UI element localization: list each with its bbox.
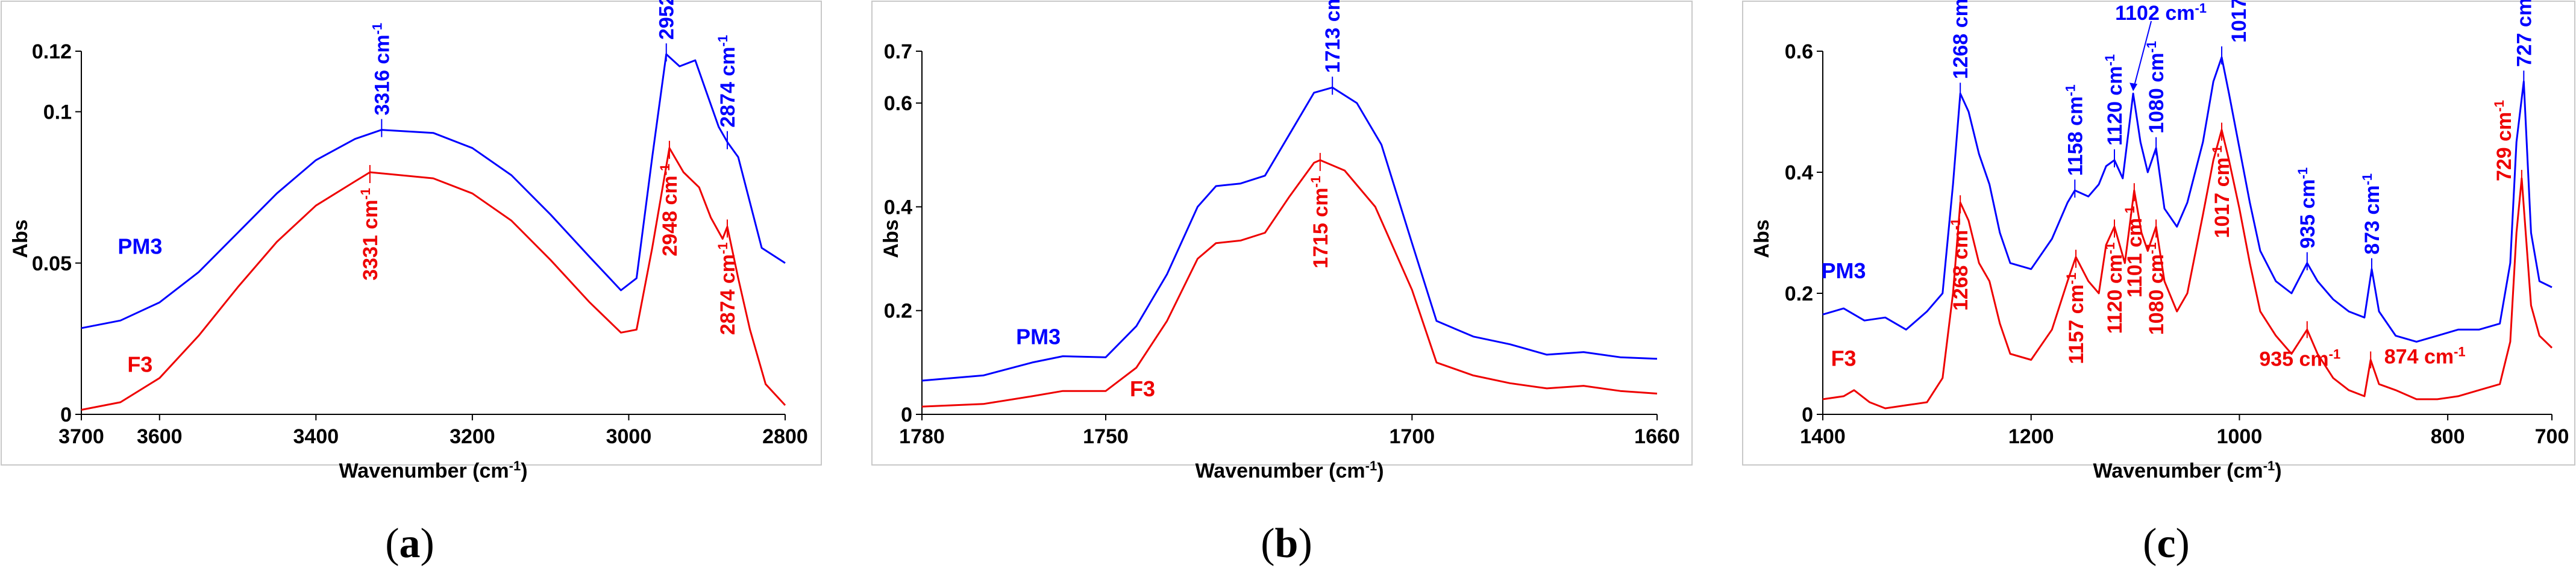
peak-annotation: 1017 cm-1 bbox=[2227, 0, 2251, 43]
y-axis-title: Abs bbox=[9, 219, 32, 258]
y-tick-label: 0 bbox=[1802, 404, 1813, 426]
x-tick-label: 700 bbox=[2535, 425, 2569, 448]
y-tick-label: 0.2 bbox=[884, 300, 912, 323]
panel-frame bbox=[1742, 1, 2575, 466]
peak-annotation: 1080 cm-1 bbox=[2144, 242, 2169, 335]
x-tick-label: 3700 bbox=[58, 425, 104, 448]
x-tick-label: 3600 bbox=[137, 425, 183, 448]
panel-label: (a) bbox=[385, 520, 434, 567]
peak-annotation: 1080 cm-1 bbox=[2144, 41, 2169, 134]
panel-1: 3700 3600 3400 3200 3000 2800 0 0.05 0.1 0.12 Wave… bbox=[1, 0, 822, 567]
series-line-pm3 bbox=[921, 86, 1658, 382]
x-tick-label: 800 bbox=[2431, 425, 2465, 448]
series-label-f3: F3 bbox=[1831, 346, 1857, 371]
x-tick-label: 1200 bbox=[2008, 425, 2054, 448]
peak-annotation: 1102 cm-1 bbox=[2115, 1, 2207, 25]
x-tick-label: 1780 bbox=[899, 425, 945, 448]
series-line-pm3 bbox=[81, 53, 786, 329]
x-tick-label: 3400 bbox=[293, 425, 339, 448]
series-line-pm3 bbox=[1822, 56, 2552, 343]
y-tick-label: 0 bbox=[901, 404, 912, 426]
peak-annotation: 873 cm-1 bbox=[2359, 173, 2384, 255]
x-tick-label: 3200 bbox=[450, 425, 495, 448]
peak-annotation: 1157 cm-1 bbox=[2064, 273, 2089, 364]
y-axis-title: Abs bbox=[1750, 219, 1773, 258]
peak-annotation: 3331 cm-1 bbox=[357, 188, 382, 281]
x-axis-title: Wavenumber (cm-1) bbox=[339, 458, 527, 483]
panel-frame bbox=[871, 1, 1693, 466]
peak-annotation: 935 cm-1 bbox=[2295, 167, 2319, 249]
peak-annotation: 727 cm-1 bbox=[2512, 0, 2536, 67]
x-tick-label: 2800 bbox=[762, 425, 808, 448]
peak-annotation: 1120 cm-1 bbox=[2102, 54, 2127, 146]
y-tick-label: 0.12 bbox=[32, 40, 72, 63]
peak-annotation: 2874 cm-1 bbox=[715, 35, 739, 128]
peak-callout-line bbox=[2133, 20, 2152, 90]
peak-annotation: 2948 cm-1 bbox=[657, 164, 682, 257]
x-tick-label: 1660 bbox=[1634, 425, 1680, 448]
series-line-f3 bbox=[921, 159, 1658, 408]
peak-annotation: 2874 cm-1 bbox=[715, 242, 739, 335]
peak-annotation: 1268 cm-1 bbox=[1948, 218, 1973, 311]
series-label-pm3: PM3 bbox=[1822, 258, 1866, 283]
x-tick-label: 3000 bbox=[606, 425, 652, 448]
peak-annotation: 1120 cm-1 bbox=[2102, 242, 2127, 334]
series-line-f3 bbox=[1822, 129, 2553, 410]
y-tick-label: 0 bbox=[60, 404, 72, 426]
peak-annotation: 1715 cm-1 bbox=[1308, 176, 1332, 269]
panel-2: 1780 1750 1700 1660 0 0.2 0.4 0.6 0.7 Wavenumber … bbox=[871, 0, 1693, 567]
series-line-f3 bbox=[81, 147, 786, 411]
peak-arrowhead bbox=[2129, 83, 2138, 92]
series-label-f3: F3 bbox=[127, 352, 152, 377]
x-tick-label: 1400 bbox=[1800, 425, 1846, 448]
x-tick-label: 1750 bbox=[1083, 425, 1129, 448]
panel-3: 1400 1200 1000 800 700 0 0.2 0.4 0.6 Wavenumber (… bbox=[1742, 0, 2575, 567]
series-label-pm3: PM3 bbox=[1016, 325, 1061, 349]
x-tick-label: 1000 bbox=[2217, 425, 2263, 448]
panel-frame bbox=[1, 1, 822, 466]
series-label-f3: F3 bbox=[1130, 376, 1155, 401]
y-tick-label: 0.4 bbox=[1785, 161, 1813, 184]
peak-annotation: 1101 cm-1 bbox=[2122, 206, 2146, 298]
panel-label: (b) bbox=[1261, 520, 1312, 567]
peak-annotation: 874 cm-1 bbox=[2384, 344, 2466, 369]
panel-label: (c) bbox=[2143, 520, 2190, 567]
peak-annotation: 1713 cm-1 bbox=[1320, 0, 1345, 73]
peak-annotation: 729 cm-1 bbox=[2491, 100, 2516, 181]
series-label-pm3: PM3 bbox=[118, 234, 162, 259]
y-tick-label: 0.6 bbox=[884, 92, 912, 115]
peak-annotation: 1017 cm-1 bbox=[2210, 146, 2234, 238]
y-tick-label: 0.6 bbox=[1785, 40, 1813, 63]
peak-annotation: 1158 cm-1 bbox=[2063, 84, 2087, 176]
x-axis-title: Wavenumber (cm-1) bbox=[2093, 458, 2281, 483]
y-tick-label: 0.4 bbox=[884, 196, 912, 219]
peak-annotation: 935 cm-1 bbox=[2259, 346, 2340, 371]
x-axis-title: Wavenumber (cm-1) bbox=[1195, 458, 1384, 483]
peak-annotation: 1268 cm-1 bbox=[1948, 0, 1973, 79]
x-tick-label: 1700 bbox=[1390, 425, 1435, 448]
y-tick-label: 0.2 bbox=[1785, 282, 1813, 305]
y-axis-title: Abs bbox=[880, 219, 903, 258]
peak-annotation: 2952 cm-1 bbox=[654, 0, 678, 40]
peak-annotation: 3316 cm-1 bbox=[369, 23, 394, 116]
y-tick-label: 0.7 bbox=[884, 40, 912, 63]
y-tick-label: 0.05 bbox=[32, 252, 72, 275]
y-tick-label: 0.1 bbox=[43, 101, 72, 124]
